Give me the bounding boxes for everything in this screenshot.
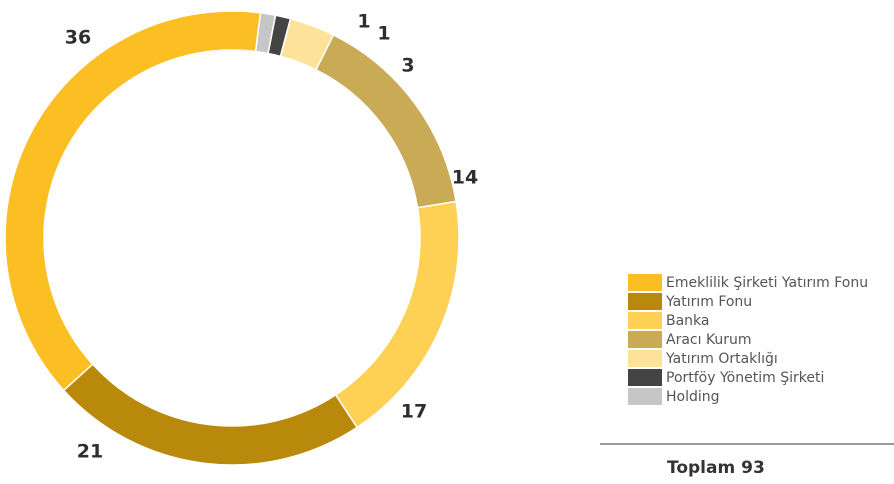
legend-item: Aracı Kurum bbox=[628, 330, 868, 349]
legend-swatch bbox=[628, 274, 662, 291]
legend-swatch bbox=[628, 331, 662, 348]
legend-item: Portföy Yönetim Şirketi bbox=[628, 368, 868, 387]
donut-slice bbox=[334, 200, 460, 429]
data-label: 21 bbox=[77, 441, 103, 463]
legend-label: Banka bbox=[666, 312, 710, 329]
donut-slice bbox=[62, 363, 359, 466]
data-label: 17 bbox=[401, 401, 427, 423]
data-label: 1 bbox=[357, 11, 370, 33]
legend-item: Emeklilik Şirketi Yatırım Fonu bbox=[628, 273, 868, 292]
legend-label: Yatırım Fonu bbox=[666, 293, 753, 310]
legend-swatch bbox=[628, 350, 662, 367]
data-label: 14 bbox=[452, 167, 478, 189]
donut-slice bbox=[4, 10, 262, 392]
legend-label: Emeklilik Şirketi Yatırım Fonu bbox=[666, 274, 869, 291]
legend-item: Banka bbox=[628, 311, 868, 330]
legend-swatch bbox=[628, 369, 662, 386]
legend-swatch bbox=[628, 388, 662, 405]
legend-swatch bbox=[628, 312, 662, 329]
legend-label: Aracı Kurum bbox=[666, 331, 752, 348]
total-label: Toplam 93 bbox=[667, 458, 765, 478]
legend-item: Holding bbox=[628, 387, 868, 406]
legend-swatch bbox=[628, 293, 662, 310]
legend-label: Holding bbox=[666, 388, 720, 405]
legend: Emeklilik Şirketi Yatırım Fonu Yatırım Fo… bbox=[628, 273, 868, 406]
legend-label: Yatırım Ortaklığı bbox=[666, 350, 778, 367]
data-label: 1 bbox=[377, 23, 390, 45]
legend-label: Portföy Yönetim Şirketi bbox=[666, 369, 825, 386]
legend-item: Yatırım Ortaklığı bbox=[628, 349, 868, 368]
data-label: 3 bbox=[401, 55, 414, 77]
data-label: 36 bbox=[65, 27, 91, 49]
legend-item: Yatırım Fonu bbox=[628, 292, 868, 311]
donut-slice bbox=[315, 33, 457, 209]
legend-divider bbox=[600, 443, 894, 445]
